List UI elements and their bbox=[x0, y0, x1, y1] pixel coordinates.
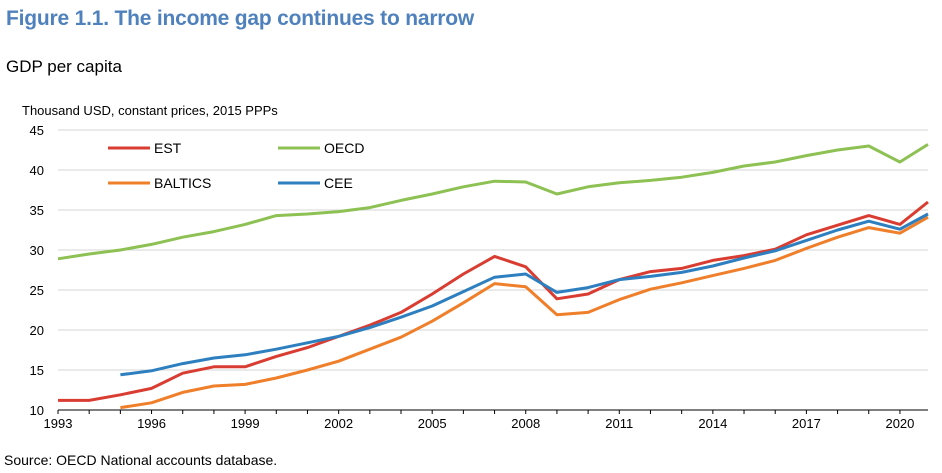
series-line-oecd bbox=[57, 143, 929, 261]
y-tick-label: 20 bbox=[30, 323, 44, 338]
x-tick-label: 2005 bbox=[418, 416, 447, 431]
y-tick-label: 25 bbox=[30, 283, 44, 298]
y-tick-label: 10 bbox=[30, 403, 44, 418]
x-tick-label: 2011 bbox=[605, 416, 633, 431]
series-line-cee bbox=[120, 212, 929, 377]
y-axis-ticks: 10 15 20 25 30 35 40 45 bbox=[30, 123, 44, 418]
y-tick-label: 30 bbox=[30, 243, 44, 258]
legend-label-est: EST bbox=[154, 140, 182, 156]
y-tick-label: 40 bbox=[30, 163, 44, 178]
x-tick-label: 2020 bbox=[885, 416, 914, 431]
series-line-baltics bbox=[120, 215, 929, 410]
y-tick-label: 35 bbox=[30, 203, 44, 218]
legend-label-baltics: BALTICS bbox=[154, 175, 211, 191]
x-tick-label: 1999 bbox=[231, 416, 260, 431]
y-axis-unit-label: Thousand USD, constant prices, 2015 PPPs bbox=[22, 103, 278, 118]
chart-subtitle: GDP per capita bbox=[6, 57, 122, 76]
legend-label-oecd: OECD bbox=[324, 140, 364, 156]
y-tick-label: 45 bbox=[30, 123, 44, 138]
x-tick-label: 2002 bbox=[324, 416, 353, 431]
x-tick-label: 1996 bbox=[137, 416, 166, 431]
figure-title: Figure 1.1. The income gap continues to … bbox=[6, 7, 475, 30]
legend: EST OECD BALTICS CEE bbox=[108, 140, 364, 191]
x-tick-label: 1993 bbox=[44, 416, 73, 431]
x-axis: 1993 1996 1999 2002 2005 2008 2011 2014 2017 2020 bbox=[44, 409, 928, 431]
series-line-est bbox=[58, 200, 929, 402]
series-lines bbox=[57, 143, 929, 410]
x-tick-label: 2017 bbox=[792, 416, 821, 431]
x-tick-label: 2014 bbox=[698, 416, 727, 431]
legend-label-cee: CEE bbox=[324, 175, 353, 191]
source-note: Source: OECD National accounts database. bbox=[4, 452, 278, 468]
y-tick-label: 15 bbox=[30, 363, 44, 378]
x-tick-label: 2008 bbox=[511, 416, 540, 431]
gridlines bbox=[58, 129, 928, 371]
